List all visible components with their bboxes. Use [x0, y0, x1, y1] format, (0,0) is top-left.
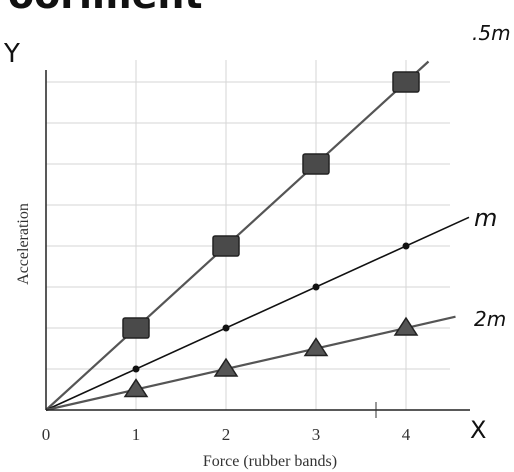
- x-axis-letter: X: [470, 416, 486, 444]
- square-marker: [392, 71, 420, 93]
- series-label-m: m: [474, 204, 497, 232]
- x-axis-label: Force (rubber bands): [203, 453, 337, 470]
- triangle-marker: [303, 337, 329, 357]
- x-tick-label: 3: [312, 425, 321, 444]
- triangle-marker: [123, 378, 149, 398]
- triangle-marker: [213, 357, 239, 377]
- square-marker: [122, 317, 150, 339]
- grid: [46, 60, 450, 410]
- x-tick-label: 2: [222, 425, 231, 444]
- x-tick-labels: 0 1 2 3 4: [42, 425, 411, 444]
- series-label-half-m: .5m: [472, 21, 511, 45]
- x-tick-label: 4: [402, 425, 411, 444]
- y-axis-label: Acceleration: [15, 203, 32, 285]
- dot-marker: [402, 242, 410, 250]
- page-heading-fragment: ooriment: [8, 0, 203, 17]
- series-label-2m: 2m: [474, 307, 506, 331]
- x-tick-label: 1: [132, 425, 141, 444]
- series-line: [45, 216, 470, 411]
- y-axis-letter: Y: [3, 39, 20, 69]
- square-marker: [212, 235, 240, 257]
- triangle-marker: [393, 316, 419, 336]
- dot-marker: [222, 324, 230, 332]
- series-markers: [122, 71, 420, 398]
- series-line: [45, 315, 456, 412]
- dot-marker: [312, 283, 320, 291]
- square-marker: [302, 153, 330, 175]
- x-tick-label: 0: [42, 425, 51, 444]
- dot-marker: [132, 365, 140, 373]
